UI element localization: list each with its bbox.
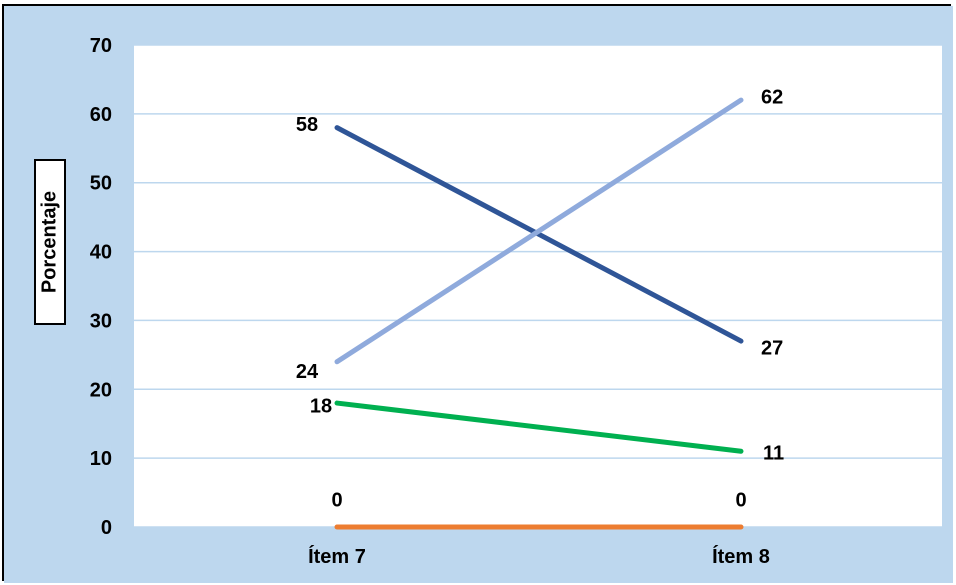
data-label: 11	[763, 443, 784, 465]
y-tick-label: 50	[90, 173, 112, 195]
x-tick-label: Ítem 8	[712, 545, 770, 568]
data-label: 0	[735, 489, 746, 511]
data-label: 58	[296, 114, 318, 136]
y-axis-title-box	[34, 159, 66, 325]
data-label: 18	[310, 395, 332, 417]
y-tick-label: 40	[90, 242, 112, 264]
y-tick-label: 10	[90, 448, 112, 470]
y-tick-label: 70	[90, 35, 112, 57]
y-tick-label: 0	[101, 517, 112, 539]
data-label: 62	[761, 86, 783, 108]
line-chart: 0 10 20 30 40 50 60 70 Ítem 7 Ítem 8 58 27 24 62 18 1…	[4, 6, 953, 583]
chart-frame: 0 10 20 30 40 50 60 70 Ítem 7 Ítem 8 58 27 24 62 18 1…	[2, 4, 953, 583]
series-line	[334, 97, 744, 365]
x-tick-label: Ítem 7	[308, 545, 366, 568]
y-tick-label: 20	[90, 379, 112, 401]
data-labels: 58 27 24 62 18 11 0 0	[296, 86, 784, 511]
y-axis-ticks: 0 10 20 30 40 50 60 70	[90, 35, 112, 539]
y-tick-label: 30	[90, 310, 112, 332]
y-axis-title: Porcentaje	[34, 159, 66, 325]
y-axis-title-text: Porcentaje	[38, 191, 60, 293]
data-label: 24	[296, 361, 319, 383]
series-line	[334, 400, 744, 454]
series-line	[334, 125, 744, 344]
data-label: 27	[761, 337, 783, 359]
data-label: 0	[331, 489, 342, 511]
gridlines	[134, 44, 942, 528]
x-axis-ticks: Ítem 7 Ítem 8	[308, 545, 770, 568]
y-tick-label: 60	[90, 104, 112, 126]
plot-area	[134, 45, 942, 527]
series-group	[334, 97, 744, 530]
